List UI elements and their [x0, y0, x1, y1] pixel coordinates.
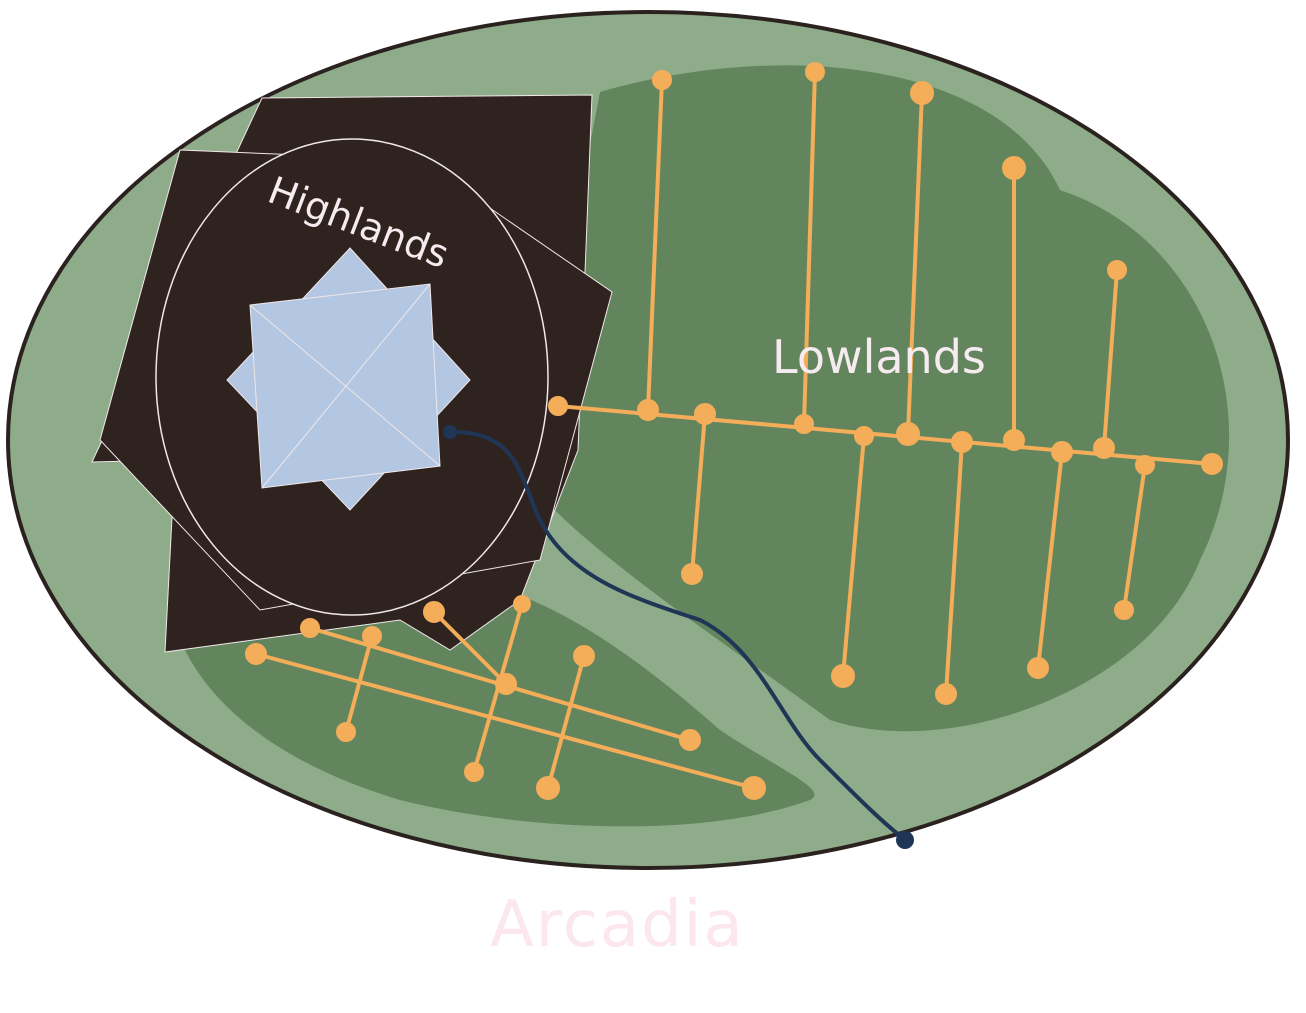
road-node	[742, 776, 766, 800]
road-node	[245, 643, 267, 665]
southwest-roads	[245, 595, 766, 800]
road-branch	[690, 413, 707, 575]
road-branch	[841, 435, 866, 677]
road-node	[336, 722, 356, 742]
road-node	[896, 422, 920, 446]
road-node	[495, 673, 517, 695]
road	[546, 655, 586, 789]
road-node	[1002, 156, 1026, 180]
road-node	[1093, 437, 1115, 459]
road-node	[1201, 453, 1223, 475]
road-branch	[802, 71, 817, 425]
road-node	[300, 618, 320, 638]
road-node	[423, 601, 445, 623]
road-branch	[646, 79, 664, 411]
road-node	[805, 62, 825, 82]
map-title: Arcadia	[490, 888, 745, 962]
road-node	[1107, 260, 1127, 280]
road-node	[1051, 441, 1073, 463]
road	[344, 635, 374, 733]
road-node	[935, 683, 957, 705]
summit-diagonal-2	[261, 283, 431, 489]
road-node	[464, 762, 484, 782]
road-branch	[906, 92, 924, 435]
road-node	[951, 431, 973, 453]
road-branch	[1036, 451, 1064, 669]
road-node	[548, 396, 568, 416]
road	[255, 652, 755, 790]
road-node	[1003, 429, 1025, 451]
road-node	[831, 664, 855, 688]
road-node	[854, 426, 874, 446]
river	[449, 429, 907, 842]
road-node	[513, 595, 531, 613]
lowlands-roads	[548, 62, 1223, 705]
road-node	[637, 399, 659, 421]
road-branch	[1122, 464, 1147, 611]
road-node	[573, 645, 595, 667]
road-node	[679, 729, 701, 751]
river-source	[443, 425, 457, 439]
river-mouth	[896, 831, 914, 849]
road-node	[362, 626, 382, 646]
road	[432, 610, 508, 686]
road-branch	[944, 441, 964, 695]
southwest-lowlands-region	[185, 577, 815, 827]
road-node	[910, 81, 934, 105]
road-branch	[1102, 269, 1119, 449]
road-node	[1135, 455, 1155, 475]
road-node	[1027, 657, 1049, 679]
road-node	[1114, 600, 1134, 620]
road-node	[794, 414, 814, 434]
road-node	[681, 563, 703, 585]
road-node	[652, 70, 672, 90]
road-node	[694, 403, 716, 425]
lowlands-region	[540, 65, 1230, 732]
lowlands-label: Lowlands	[772, 330, 986, 384]
road-node	[536, 776, 560, 800]
summit-diagonal-1	[249, 304, 441, 467]
